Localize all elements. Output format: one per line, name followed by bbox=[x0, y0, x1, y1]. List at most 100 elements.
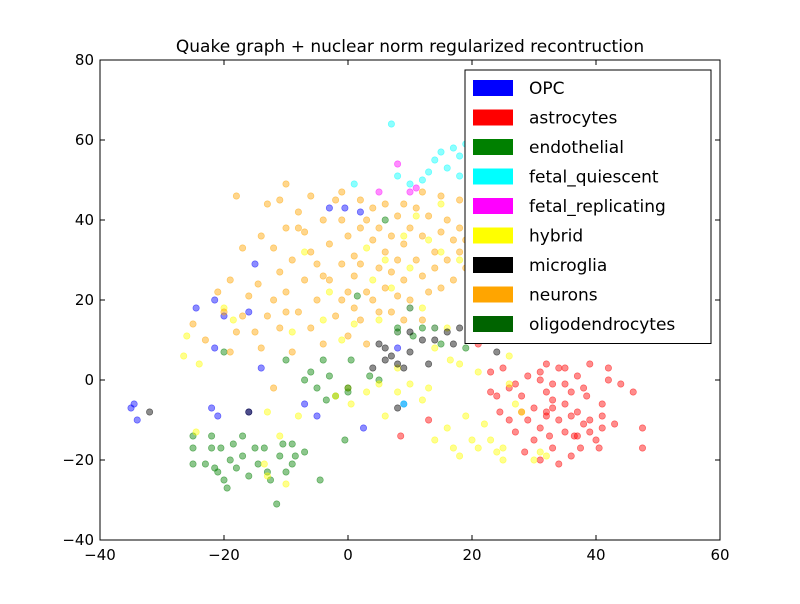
point-OPC-2 bbox=[133, 416, 141, 424]
point-astrocytes-13 bbox=[524, 416, 532, 424]
point-astrocytes-61 bbox=[561, 364, 569, 372]
point-astrocytes-60 bbox=[549, 396, 557, 404]
legend-swatch-fetal_quiescent bbox=[473, 168, 513, 185]
point-fetal_quiescent-1 bbox=[387, 120, 395, 128]
point-neurons-38 bbox=[338, 260, 346, 268]
point-fetal_quiescent-2 bbox=[394, 172, 402, 180]
point-neurons-66 bbox=[394, 256, 402, 264]
point-hybrid-1 bbox=[183, 332, 191, 340]
point-astrocytes-33 bbox=[567, 388, 575, 396]
point-neurons-53 bbox=[369, 236, 377, 244]
legend: OPC astrocytes endothelial fetal_quiescentf… bbox=[464, 69, 712, 344]
point-neurons-57 bbox=[375, 224, 383, 232]
point-endothelial-45 bbox=[394, 324, 402, 332]
point-astrocytes-16 bbox=[530, 436, 538, 444]
point-neurons-17 bbox=[276, 196, 284, 204]
legend-swatch-astrocytes bbox=[473, 109, 513, 126]
point-hybrid-13 bbox=[301, 248, 309, 256]
point-neurons-44 bbox=[350, 252, 358, 260]
point-hybrid-7 bbox=[263, 408, 271, 416]
legend-swatch-endothelial bbox=[473, 139, 513, 155]
point-endothelial-9 bbox=[223, 484, 231, 492]
point-neurons-62 bbox=[387, 268, 395, 276]
point-astrocytes-64 bbox=[598, 400, 606, 408]
point-hybrid-59 bbox=[505, 380, 513, 388]
point-astrocytes-7 bbox=[505, 416, 513, 424]
point-endothelial-40 bbox=[347, 356, 355, 364]
point-neurons-68 bbox=[400, 276, 408, 284]
legend-label-fetal_replicating: fetal_replicating bbox=[529, 197, 666, 217]
point-microglia-2 bbox=[375, 340, 383, 348]
point-neurons-96 bbox=[338, 188, 346, 196]
point-astrocytes-27 bbox=[555, 364, 563, 372]
point-fetal_quiescent-11 bbox=[456, 172, 464, 180]
point-astrocytes-4 bbox=[496, 408, 504, 416]
point-fetal_quiescent-6 bbox=[431, 156, 439, 164]
point-neurons-30 bbox=[313, 296, 321, 304]
point-astrocytes-49 bbox=[604, 376, 612, 384]
point-hybrid-63 bbox=[530, 456, 538, 464]
point-neurons-18 bbox=[276, 324, 284, 332]
point-neurons-0 bbox=[189, 320, 197, 328]
point-astrocytes-29 bbox=[555, 460, 563, 468]
point-neurons-64 bbox=[387, 308, 395, 316]
point-neurons-92 bbox=[456, 196, 464, 204]
point-oligodendrocytes-3 bbox=[431, 324, 439, 332]
point-neurons-69 bbox=[400, 240, 408, 248]
point-microglia-0 bbox=[146, 408, 154, 416]
point-microglia-14 bbox=[443, 328, 451, 336]
point-fetal_replicating-3 bbox=[412, 184, 420, 192]
point-endothelial-18 bbox=[260, 444, 268, 452]
point-hybrid-34 bbox=[412, 212, 420, 220]
point-endothelial-7 bbox=[217, 444, 225, 452]
point-OPC-12 bbox=[257, 364, 265, 372]
point-hybrid-35 bbox=[418, 304, 426, 312]
point-hybrid-23 bbox=[369, 276, 377, 284]
point-hybrid-41 bbox=[437, 200, 445, 208]
point-endothelial-42 bbox=[366, 372, 374, 380]
point-neurons-9 bbox=[251, 328, 259, 336]
point-neurons-98 bbox=[282, 308, 290, 316]
x-tick-label: 40 bbox=[586, 546, 605, 564]
point-hybrid-4 bbox=[220, 304, 228, 312]
point-hybrid-67 bbox=[499, 444, 507, 452]
point-endothelial-39 bbox=[344, 388, 352, 396]
point-astrocytes-18 bbox=[536, 424, 544, 432]
point-neurons-40 bbox=[338, 216, 346, 224]
point-microglia-18 bbox=[493, 348, 501, 356]
point-OPC-5 bbox=[211, 344, 219, 352]
point-hybrid-25 bbox=[375, 316, 383, 324]
point-neurons-86 bbox=[443, 256, 451, 264]
point-hybrid-11 bbox=[288, 328, 296, 336]
point-endothelial-24 bbox=[282, 468, 290, 476]
y-tick-label: 40 bbox=[75, 211, 94, 229]
point-hybrid-44 bbox=[443, 324, 451, 332]
point-endothelial-17 bbox=[254, 460, 262, 468]
point-OPC-17 bbox=[356, 208, 364, 216]
point-astrocytes-32 bbox=[561, 428, 569, 436]
point-hybrid-27 bbox=[381, 412, 389, 420]
point-hybrid-55 bbox=[480, 420, 488, 428]
point-neurons-73 bbox=[406, 296, 414, 304]
point-microglia-13 bbox=[431, 336, 439, 344]
point-hybrid-47 bbox=[456, 452, 464, 460]
point-neurons-3 bbox=[226, 276, 234, 284]
point-microglia-9 bbox=[406, 348, 414, 356]
point-microglia-8 bbox=[400, 364, 408, 372]
legend-label-microglia: microglia bbox=[529, 256, 607, 276]
point-neurons-33 bbox=[319, 340, 327, 348]
point-neurons-13 bbox=[263, 312, 271, 320]
point-astrocytes-45 bbox=[592, 436, 600, 444]
point-microglia-12 bbox=[425, 360, 433, 368]
point-endothelial-49 bbox=[462, 344, 470, 352]
point-endothelial-47 bbox=[418, 324, 426, 332]
legend-swatch-microglia bbox=[473, 257, 513, 273]
point-fetal_replicating-0 bbox=[375, 188, 383, 196]
point-fetal_quiescent-5 bbox=[425, 168, 433, 176]
point-hybrid-14 bbox=[319, 316, 327, 324]
point-OPC-19 bbox=[394, 344, 402, 352]
point-astrocytes-2 bbox=[487, 368, 495, 376]
y-tick-label: −20 bbox=[62, 451, 94, 469]
point-neurons-48 bbox=[356, 316, 364, 324]
point-hybrid-38 bbox=[425, 384, 433, 392]
